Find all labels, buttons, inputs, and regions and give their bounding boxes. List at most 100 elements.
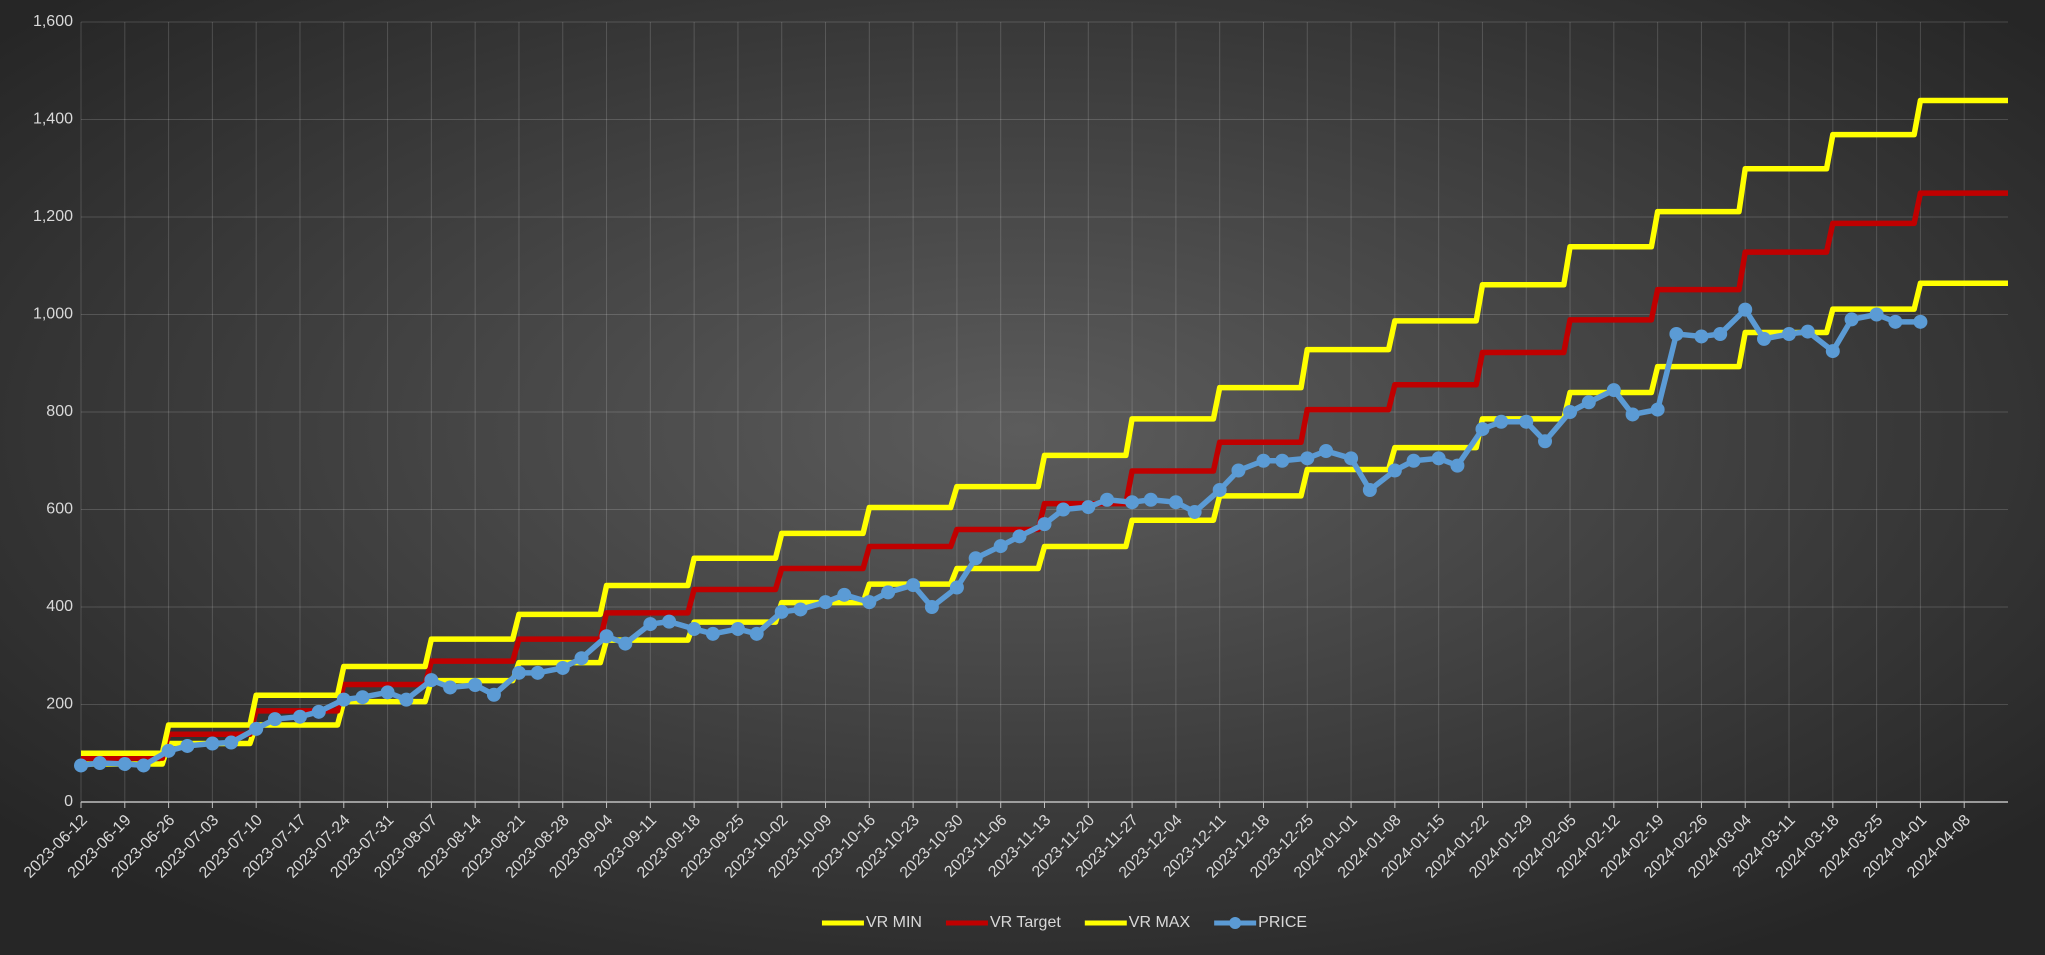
data-point [1187,504,1202,519]
data-point [1563,405,1578,419]
y-tick-label: 800 [46,403,73,420]
data-point [837,587,852,602]
data-point [1650,402,1665,417]
data-point [161,743,176,758]
y-tick-label: 400 [46,598,73,615]
data-point [1713,327,1728,341]
data-point [1231,463,1246,478]
data-point [1344,451,1359,466]
y-tick-label: 0 [64,793,73,810]
data-point [224,735,239,750]
y-tick-label: 200 [46,696,73,713]
data-point [1300,451,1315,466]
data-point [486,687,501,702]
data-point [1782,327,1797,341]
data-point [1081,500,1096,515]
series-line [81,280,2008,767]
data-point [1844,312,1859,327]
data-point [1519,414,1534,429]
data-point [443,680,458,695]
data-point [993,539,1008,554]
data-point [1056,502,1071,517]
data-point [249,721,264,736]
data-point [749,626,764,641]
data-point [881,585,896,600]
legend-label: VR Target [990,914,1061,931]
data-point [424,673,439,688]
data-point [793,602,808,617]
data-point [1125,495,1140,510]
data-point [1869,307,1884,322]
data-point [530,665,545,680]
y-tick-label: 1,400 [33,111,73,128]
y-tick-label: 1,000 [33,306,73,323]
data-point [511,665,526,680]
data-point [687,621,702,636]
data-point [574,651,589,666]
y-tick-label: 600 [46,501,73,518]
data-point [399,692,414,707]
data-point [180,738,195,753]
data-point [555,660,570,675]
legend-item: PRICE [1214,914,1307,931]
data-point [1694,329,1709,344]
legend-label: VR MAX [1129,914,1191,931]
data-point [818,595,833,610]
data-point [205,736,220,751]
data-point [1494,414,1509,429]
data-point [1669,327,1684,341]
data-point [1825,344,1840,359]
data-point [136,758,151,773]
legend: VR MIN VR Target VR MAX PRICE [821,914,1307,931]
data-point [1450,458,1465,473]
data-point [618,636,633,651]
data-point [1387,463,1402,478]
data-point [267,712,282,727]
data-point [1143,492,1158,507]
data-point [355,690,370,705]
data-point [1012,529,1027,544]
data-point [1475,422,1490,437]
data-point [311,704,326,719]
series-line [81,97,2008,756]
data-point [1319,444,1334,458]
data-point [1738,302,1753,317]
data-point [1756,331,1771,346]
y-tick-label: 1,600 [33,13,73,30]
data-point [92,756,107,770]
data-point [1606,383,1621,398]
data-point [906,578,921,593]
data-point [74,758,88,773]
data-point [862,595,877,610]
data-point [1913,314,1928,329]
legend-marker [1229,917,1242,929]
data-point [468,678,483,692]
data-point [336,692,351,707]
legend-item: VR Target [945,914,1061,931]
data-point [1100,492,1115,507]
data-point [705,626,720,641]
data-point [1212,483,1227,497]
data-point [643,617,658,632]
data-point [599,629,614,644]
data-point [380,685,395,700]
legend-item: VR MIN [821,914,922,931]
legend-label: PRICE [1258,914,1307,931]
data-point [1256,453,1271,468]
legend-item: VR MAX [1084,914,1191,931]
data-point [1037,517,1052,532]
data-point [1275,453,1290,468]
data-point [117,756,132,771]
y-tick-label: 1,200 [33,208,73,225]
data-point [1888,314,1903,329]
data-point [662,614,677,629]
legend-label: VR MIN [866,914,922,931]
data-point [1362,483,1377,497]
data-point [1168,495,1183,510]
data-point [924,600,939,614]
data-point [1431,451,1446,466]
data-point [949,580,964,595]
